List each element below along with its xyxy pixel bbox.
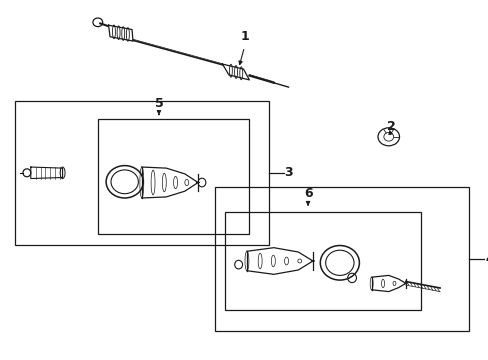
Bar [15, 101, 268, 245]
Bar [224, 212, 420, 310]
Text: 5: 5 [154, 97, 163, 110]
Bar [98, 119, 249, 234]
Text: 1: 1 [240, 30, 248, 43]
Bar [215, 187, 468, 331]
Text: 6: 6 [303, 187, 312, 200]
Text: 3: 3 [284, 166, 293, 179]
Text: 2: 2 [386, 120, 395, 133]
Text: 4: 4 [484, 253, 488, 266]
